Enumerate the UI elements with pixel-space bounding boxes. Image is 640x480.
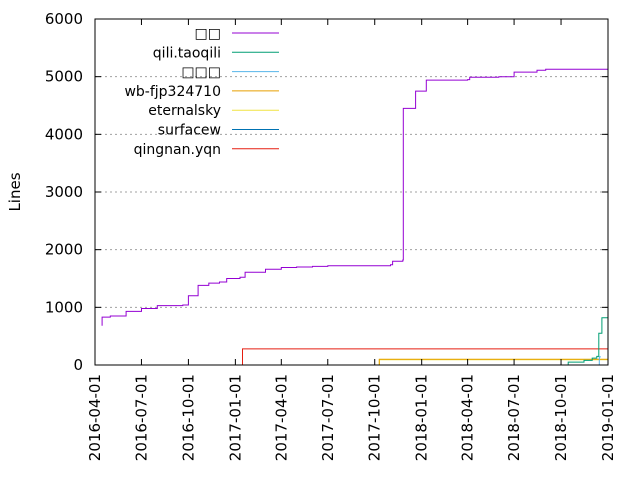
x-tick-label: 2018-07-01 — [505, 374, 523, 461]
y-axis-ticks: 0 1000 2000 3000 4000 5000 6000 — [45, 10, 608, 374]
y-axis-label: Lines — [6, 172, 24, 211]
y-tick-label: 6000 — [45, 10, 83, 28]
x-tick-label: 2018-04-01 — [459, 374, 477, 461]
series-line — [101, 68, 608, 326]
x-tick-label: 2017-10-01 — [366, 374, 384, 461]
legend-label: qili.taoqili — [153, 45, 221, 61]
x-tick-label: 2018-10-01 — [552, 374, 570, 461]
y-tick-label: 1000 — [45, 298, 83, 316]
series-line — [231, 348, 608, 366]
x-tick-label: 2017-04-01 — [272, 374, 290, 461]
legend-label: eternalsky — [148, 103, 221, 119]
x-tick-label: 2017-07-01 — [319, 374, 337, 461]
x-tick-label: 2016-07-01 — [132, 374, 150, 461]
y-tick-label: 2000 — [45, 241, 83, 259]
legend-label: □□□ — [181, 65, 221, 81]
grid-lines — [95, 76, 608, 308]
x-tick-label: 2016-04-01 — [86, 374, 104, 461]
legend-label: surfacew — [158, 123, 221, 139]
x-axis-ticks: 2016-04-01 2016-07-01 2016-10-01 2017-01-01… — [86, 19, 617, 461]
legend-label: □□ — [195, 26, 221, 42]
legend-label: wb-fjp324710 — [124, 84, 221, 100]
x-tick-label: 2016-10-01 — [179, 374, 197, 461]
x-tick-label: 2019-01-01 — [599, 374, 617, 461]
y-tick-label: 4000 — [45, 125, 83, 143]
series-line — [558, 317, 608, 366]
x-tick-label: 2018-01-01 — [413, 374, 431, 461]
y-tick-label: 3000 — [45, 183, 83, 201]
x-tick-label: 2017-01-01 — [226, 374, 244, 461]
y-tick-label: 5000 — [45, 68, 83, 86]
legend-label: qingnan.yqn — [134, 142, 221, 158]
legend: □□ qili.taoqili □□□ wb-fjp324710 eternalsky s… — [124, 26, 279, 158]
y-tick-label: 0 — [73, 356, 83, 374]
